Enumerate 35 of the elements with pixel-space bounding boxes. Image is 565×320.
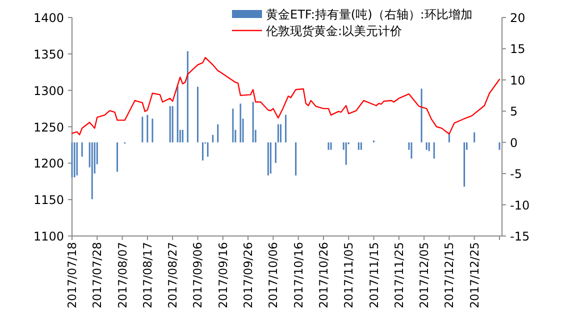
legend-label: 伦敦现货黄金:以美元计价 <box>266 24 402 38</box>
x-tick-label: 2017/08/07 <box>115 242 130 308</box>
x-tick-label: 2017/08/27 <box>166 242 180 308</box>
y-tick-label: 1300 <box>33 84 64 98</box>
x-tick-label: 2017/12/05 <box>417 242 432 308</box>
x-tick-label: 2017/07/18 <box>65 242 79 308</box>
x-tick-label: 2017/08/17 <box>140 242 154 308</box>
x-tick-label: 2017/10/26 <box>316 242 330 308</box>
x-tick-label: 2017/11/05 <box>342 242 356 308</box>
y-tick-label: 1100 <box>33 230 64 244</box>
y2-tick-label: 15 <box>510 42 526 56</box>
y2-tick-label: 0 <box>510 136 518 150</box>
x-tick-label: 2017/09/26 <box>241 242 256 308</box>
y2-tick-label: -15 <box>510 230 530 244</box>
x-tick-label: 2017/10/06 <box>266 242 280 308</box>
line-series <box>71 56 500 136</box>
x-tick-label: 2017/11/25 <box>392 242 406 308</box>
x-tick-label: 2017/12/25 <box>467 242 482 308</box>
y-tick-label: 1200 <box>33 156 64 171</box>
x-tick-label: 2017/10/16 <box>291 242 306 308</box>
x-tick-label: 2017/07/28 <box>90 242 104 308</box>
y-tick-label: 1250 <box>33 120 64 134</box>
x-tick-label: 2017/09/06 <box>190 242 205 308</box>
y2-tick-label: 20 <box>510 11 526 25</box>
y-tick-label: 1150 <box>33 193 64 208</box>
y2-tick-label: -5 <box>510 167 522 182</box>
x-tick-label: 2017/11/15 <box>366 242 381 308</box>
y2-tick-label: 5 <box>510 104 518 119</box>
y2-tick-label: 10 <box>510 73 526 88</box>
y-tick-label: 1400 <box>33 11 64 25</box>
legend-label: 黄金ETF:持有量(吨)（右轴）:环比增加 <box>266 8 472 22</box>
y2-tick-label: -10 <box>510 198 530 212</box>
x-tick-label: 2017/09/16 <box>216 242 230 308</box>
y-tick-label: 1350 <box>33 47 64 62</box>
x-tick-label: 2017/12/15 <box>442 242 456 308</box>
